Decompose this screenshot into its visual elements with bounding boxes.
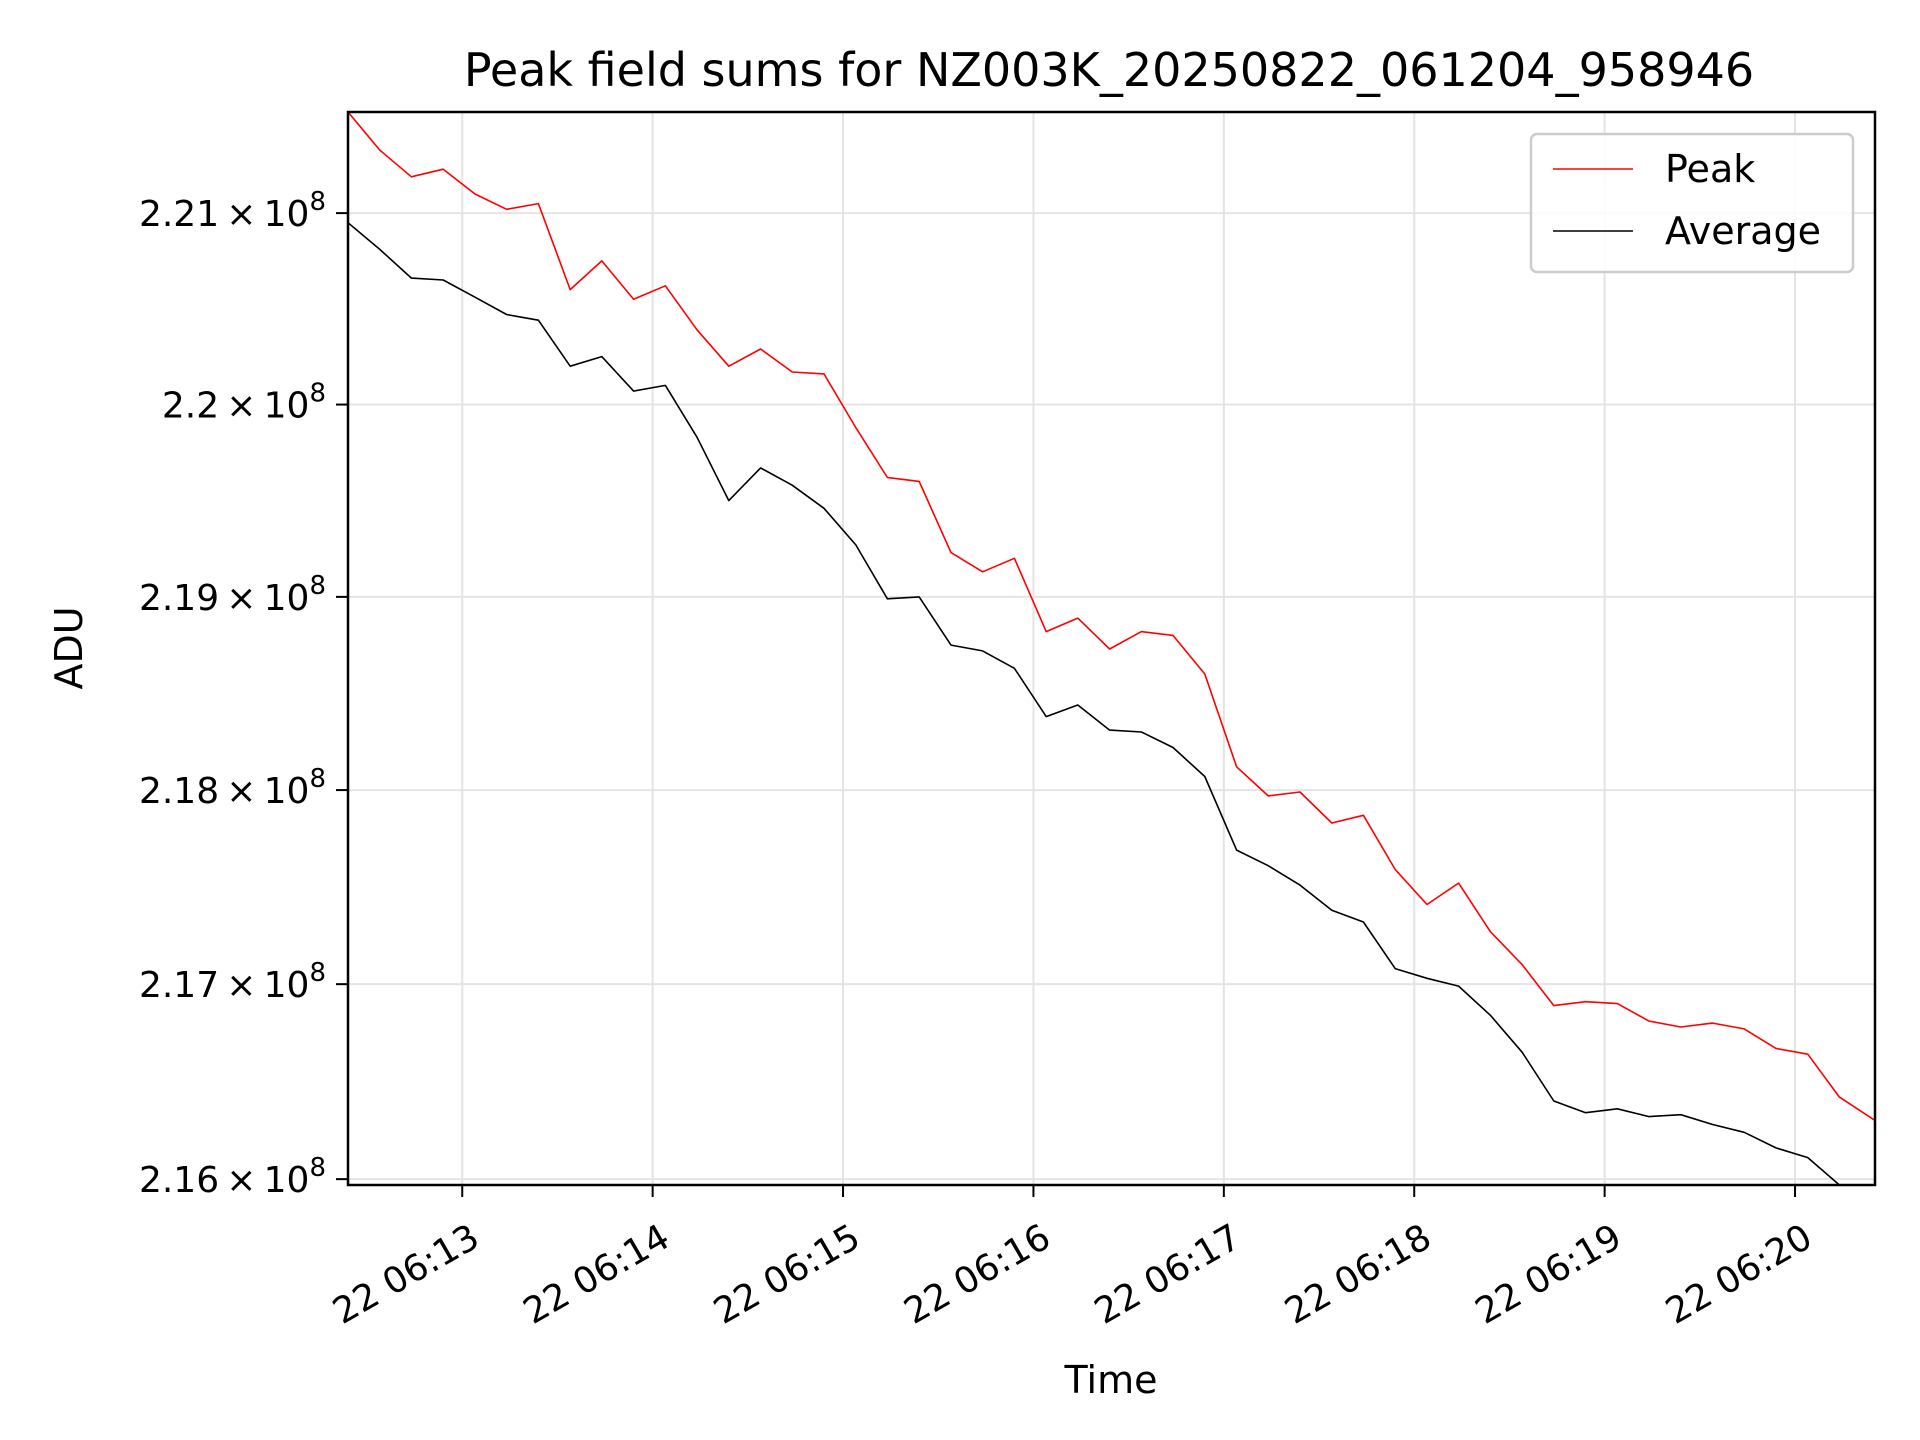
y-tick-label: 2.16 × 108	[139, 1153, 326, 1201]
y-tick-label: 2.19 × 108	[139, 571, 326, 619]
y-tick-label: 2.2 × 108	[162, 379, 326, 427]
plot-frame	[346, 110, 1877, 1187]
legend: Peak Average	[1529, 132, 1855, 274]
series-layer	[348, 112, 1875, 1185]
grid	[348, 112, 1875, 1185]
chart-title: Peak field sums for NZ003K_20250822_0612…	[464, 43, 1754, 97]
y-axis-label: ADU	[47, 606, 91, 689]
x-axis-label: Time	[1064, 1358, 1158, 1402]
series-line-average	[348, 222, 1842, 1185]
y-tick-label: 2.17 × 108	[139, 958, 326, 1006]
legend-peak-label: Peak	[1665, 147, 1755, 191]
legend-average-label: Average	[1665, 209, 1821, 253]
y-tick-label: 2.18 × 108	[139, 764, 326, 812]
y-tick-label: 2.21 × 108	[139, 187, 326, 235]
series-line-peak	[348, 112, 1875, 1122]
